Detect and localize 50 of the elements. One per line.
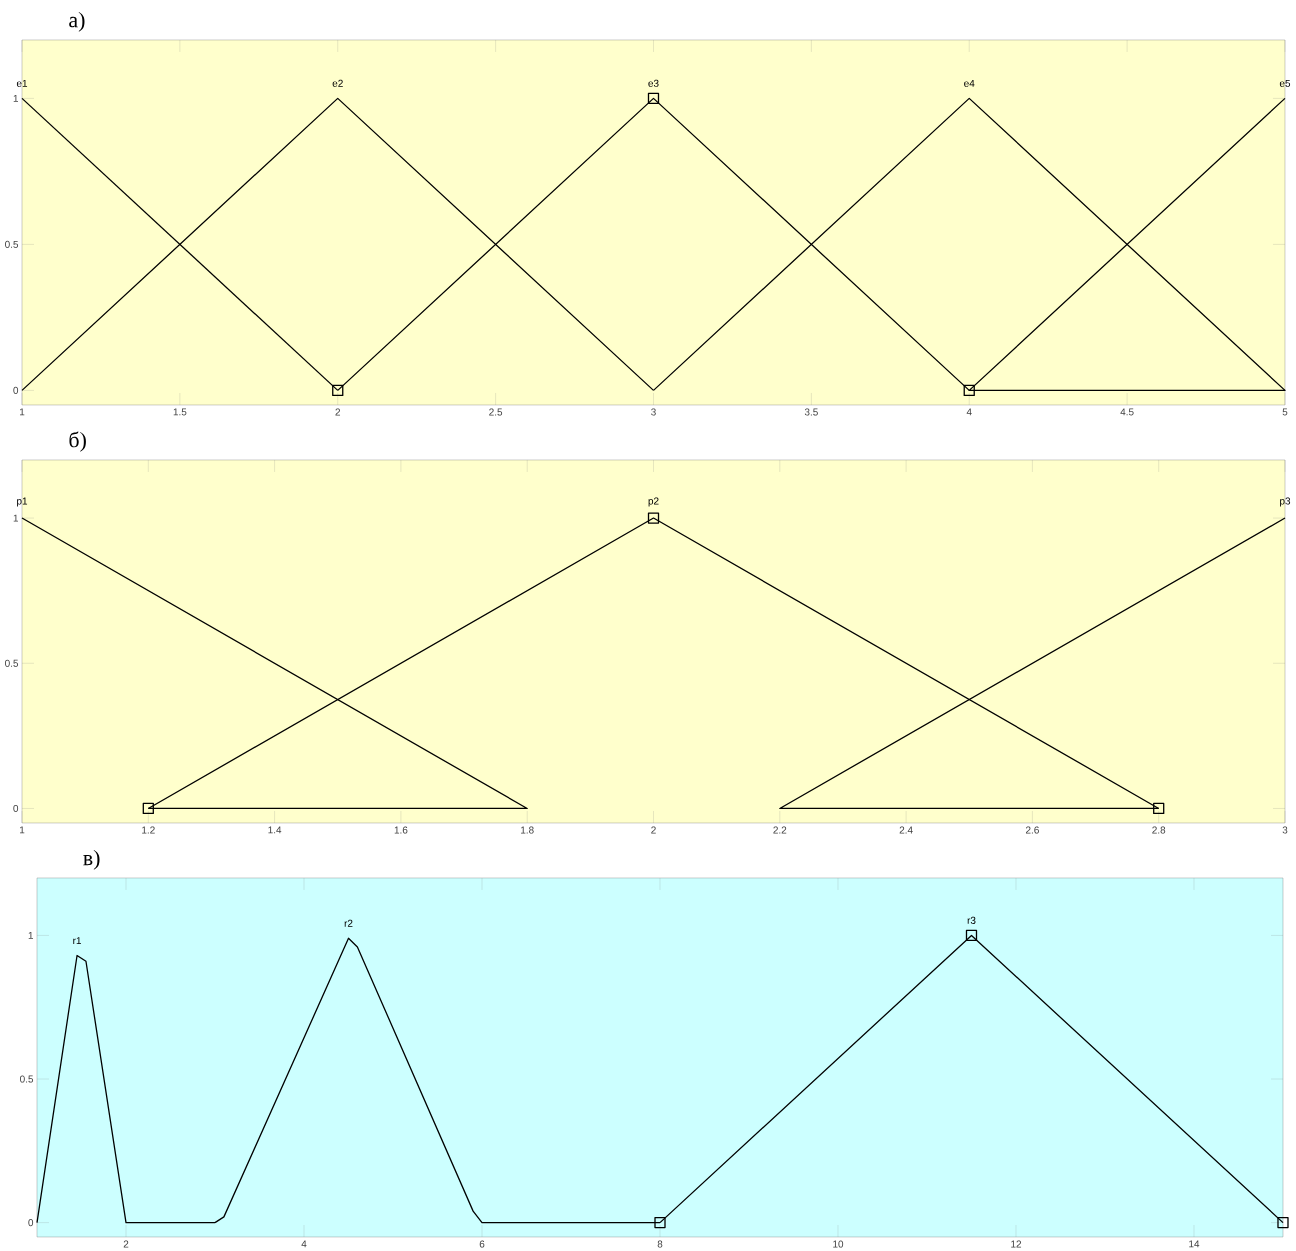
x-tick-label: 1.8	[521, 826, 534, 834]
x-tick-label: 4	[966, 408, 972, 416]
x-tick-label: 1.6	[394, 826, 408, 834]
y-tick-label: 1	[13, 514, 19, 522]
x-tick-label: 2.2	[773, 826, 787, 834]
x-tick-label: 12	[1011, 1240, 1022, 1248]
y-tick-label: 0	[13, 386, 19, 394]
series-label: r1	[73, 937, 82, 945]
x-tick-label: 2.8	[1152, 826, 1166, 834]
series-label: e5	[1279, 79, 1291, 87]
x-tick-label: 10	[833, 1240, 844, 1248]
y-tick-label: 1	[28, 932, 34, 939]
x-tick-label: 1	[20, 826, 25, 834]
x-tick-label: 3.5	[804, 408, 818, 416]
x-tick-label: 2.5	[489, 408, 503, 416]
x-tick-label: 2	[651, 826, 656, 834]
x-tick-label: 8	[657, 1240, 663, 1248]
y-tick-label: 0.5	[5, 659, 19, 667]
y-tick-label: 0.5	[20, 1075, 34, 1083]
y-tick-label: 1	[13, 95, 19, 102]
series-label: p1	[17, 497, 28, 507]
series-label: r3	[967, 916, 976, 924]
x-tick-label: 1	[20, 408, 25, 416]
x-tick-label: 1.4	[268, 826, 282, 834]
x-tick-label: 1.5	[173, 408, 187, 416]
series-label: p3	[1280, 497, 1291, 507]
x-tick-label: 5	[1282, 408, 1288, 416]
series-label: e1	[16, 79, 28, 87]
series-label: e4	[964, 79, 975, 87]
y-tick-label: 0.5	[5, 240, 19, 248]
x-tick-label: 2	[123, 1240, 129, 1248]
series-label: p2	[648, 497, 659, 507]
x-tick-label: 14	[1189, 1240, 1200, 1248]
chart-title: в)	[83, 850, 100, 870]
chart-title: б)	[69, 431, 86, 452]
series-label: r2	[344, 919, 353, 927]
x-tick-label: 4.5	[1120, 408, 1134, 416]
y-tick-label: 0	[28, 1219, 34, 1227]
series-label: e2	[332, 79, 343, 87]
x-tick-label: 2.6	[1025, 826, 1039, 834]
x-tick-label: 3	[651, 408, 656, 416]
series-label: e3	[648, 79, 659, 87]
x-tick-label: 1.2	[142, 826, 155, 834]
y-tick-label: 0	[13, 805, 19, 813]
chart-title: а)	[69, 12, 85, 32]
x-tick-label: 2	[335, 408, 341, 416]
x-tick-label: 3	[1282, 826, 1288, 834]
x-tick-label: 6	[479, 1240, 485, 1248]
x-tick-label: 4	[301, 1240, 307, 1248]
x-tick-label: 2.4	[899, 826, 913, 834]
